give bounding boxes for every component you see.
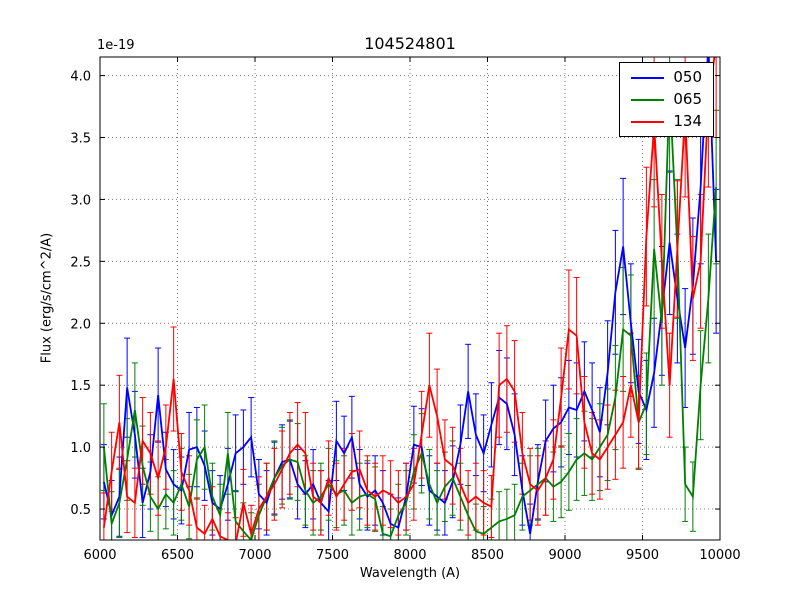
y-tick-label: 0.5 — [70, 503, 91, 518]
x-tick-label: 6500 — [161, 548, 194, 563]
x-axis-label: Wavelength (A) — [359, 566, 461, 581]
legend: 050 065 134 — [619, 62, 714, 137]
y-tick-label: 4.0 — [70, 70, 91, 85]
y-tick-label: 2.0 — [70, 317, 91, 332]
x-tick-label: 9500 — [626, 548, 659, 563]
legend-label: 065 — [673, 90, 702, 108]
legend-entry: 065 — [631, 92, 702, 107]
y-tick-label: 3.0 — [70, 193, 91, 208]
series-line-050 — [102, 57, 718, 534]
series-line-065 — [102, 87, 718, 540]
x-tick-label: 6000 — [83, 548, 116, 563]
series-line-134 — [102, 57, 716, 540]
legend-label: 050 — [673, 68, 702, 86]
y-tick-label: 3.5 — [70, 132, 91, 147]
y-tick-label: 1.5 — [70, 379, 91, 394]
legend-line-swatch — [631, 76, 665, 79]
chart-title: 104524801 — [364, 34, 456, 53]
x-tick-label: 8500 — [471, 548, 504, 563]
legend-line-swatch — [631, 120, 665, 123]
x-tick-label: 8000 — [393, 548, 426, 563]
legend-entry: 050 — [631, 70, 702, 85]
y-tick-label: 1.0 — [70, 441, 91, 456]
legend-line-swatch — [631, 98, 665, 101]
x-tick-label: 10000 — [699, 548, 740, 563]
legend-label: 134 — [673, 112, 702, 130]
legend-entry: 134 — [631, 114, 702, 129]
y-tick-label: 2.5 — [70, 255, 91, 270]
y-axis-offset-label: 1e-19 — [97, 38, 135, 53]
x-tick-label: 9000 — [548, 548, 581, 563]
x-tick-label: 7500 — [316, 548, 349, 563]
x-tick-label: 7000 — [238, 548, 271, 563]
data-layer — [100, 57, 720, 540]
